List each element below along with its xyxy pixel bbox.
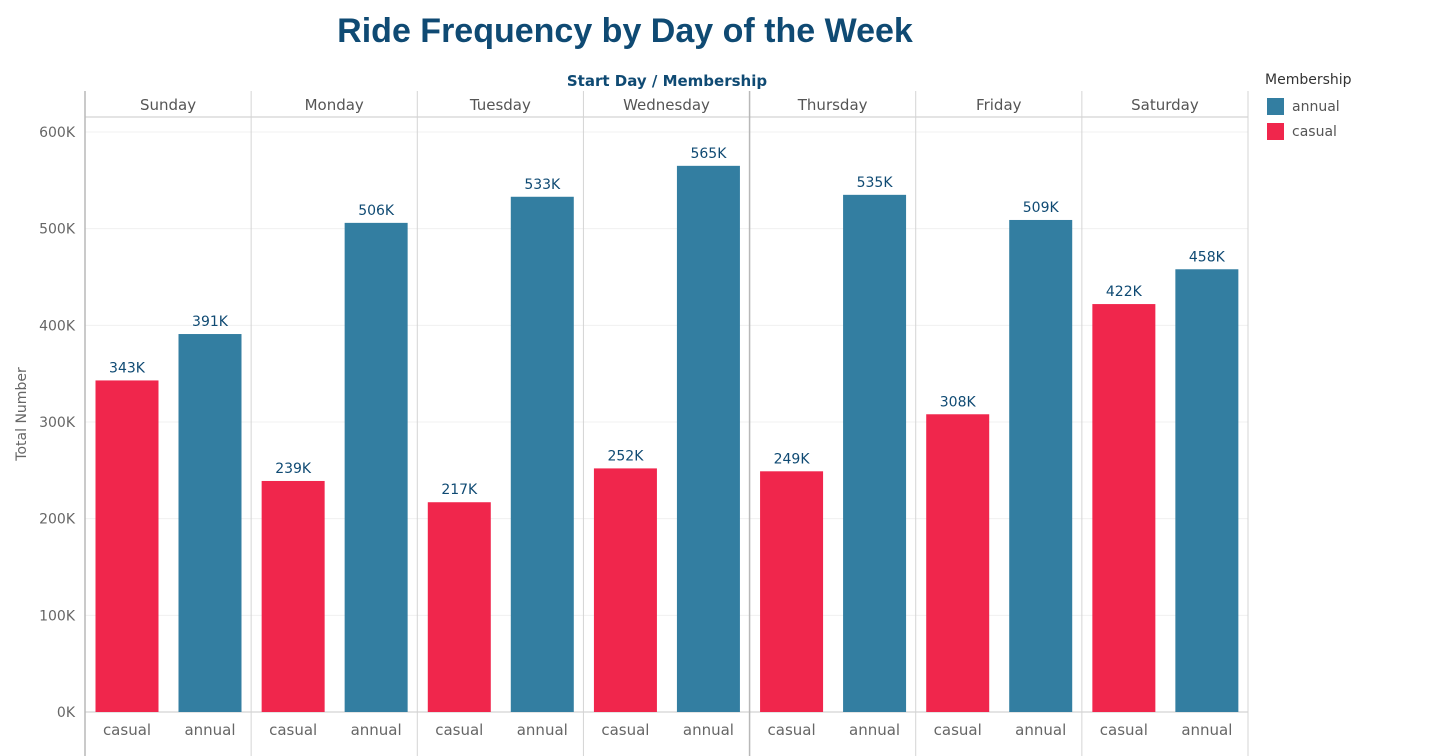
x-tick-label: casual bbox=[601, 721, 649, 739]
data-label: 343K bbox=[109, 360, 146, 376]
bar-casual bbox=[593, 468, 657, 712]
y-tick-label: 100K bbox=[39, 608, 76, 624]
x-tick-label: annual bbox=[1181, 721, 1232, 739]
legend-item-casual[interactable]: casual bbox=[1265, 119, 1352, 144]
bar-annual bbox=[178, 334, 242, 712]
data-label: 422K bbox=[1106, 284, 1143, 300]
day-header-label: Tuesday bbox=[469, 96, 531, 114]
day-header-label: Friday bbox=[976, 96, 1022, 114]
bar-annual bbox=[1175, 269, 1239, 712]
bar-casual bbox=[926, 414, 990, 712]
x-tick-label: annual bbox=[683, 721, 734, 739]
x-tick-label: casual bbox=[768, 721, 816, 739]
legend-label-casual: casual bbox=[1292, 123, 1337, 140]
x-tick-label: annual bbox=[1015, 721, 1066, 739]
data-label: 565K bbox=[690, 146, 727, 162]
data-label: 249K bbox=[774, 451, 811, 467]
legend-item-annual[interactable]: annual bbox=[1265, 94, 1352, 119]
data-label: 535K bbox=[857, 175, 894, 191]
legend: Membership annual casual bbox=[1265, 72, 1352, 144]
data-label: 308K bbox=[940, 394, 977, 410]
legend-label-annual: annual bbox=[1292, 98, 1340, 115]
legend-swatch-annual bbox=[1267, 98, 1284, 115]
bar-annual bbox=[676, 165, 740, 713]
y-tick-label: 500K bbox=[39, 222, 76, 238]
legend-swatch-casual bbox=[1267, 123, 1284, 140]
data-label: 217K bbox=[441, 482, 478, 498]
data-label: 509K bbox=[1023, 200, 1060, 216]
day-header-label: Wednesday bbox=[623, 96, 710, 114]
x-tick-label: casual bbox=[1100, 721, 1148, 739]
y-tick-label: 400K bbox=[39, 318, 76, 334]
day-header-label: Saturday bbox=[1131, 96, 1199, 114]
legend-title: Membership bbox=[1265, 72, 1352, 88]
bar-casual bbox=[1092, 304, 1156, 712]
data-label: 391K bbox=[192, 314, 229, 330]
y-tick-label: 0K bbox=[57, 705, 76, 721]
y-tick-label: 300K bbox=[39, 415, 76, 431]
x-tick-label: casual bbox=[103, 721, 151, 739]
bar-annual bbox=[1009, 219, 1073, 712]
y-axis-title: Total Number bbox=[14, 367, 30, 462]
day-header-label: Monday bbox=[305, 96, 364, 114]
data-label: 239K bbox=[275, 461, 312, 477]
bar-casual bbox=[95, 380, 159, 712]
header-label: Start Day / Membership bbox=[567, 72, 767, 90]
data-label: 533K bbox=[524, 177, 561, 193]
bar-casual bbox=[427, 502, 491, 712]
x-tick-label: annual bbox=[849, 721, 900, 739]
day-header-label: Sunday bbox=[140, 96, 196, 114]
data-label: 252K bbox=[607, 448, 644, 464]
bar-casual bbox=[760, 471, 824, 712]
x-tick-label: annual bbox=[517, 721, 568, 739]
y-tick-label: 600K bbox=[39, 125, 76, 141]
x-tick-label: annual bbox=[184, 721, 235, 739]
bar-annual bbox=[843, 194, 907, 713]
data-label: 458K bbox=[1189, 249, 1226, 265]
bar-annual bbox=[510, 196, 574, 712]
data-label: 506K bbox=[358, 203, 395, 219]
x-tick-label: casual bbox=[435, 721, 483, 739]
x-tick-label: casual bbox=[269, 721, 317, 739]
chart-title: Ride Frequency by Day of the Week bbox=[337, 12, 913, 50]
bar-annual bbox=[344, 222, 408, 712]
x-tick-label: casual bbox=[934, 721, 982, 739]
day-header-label: Thursday bbox=[797, 96, 868, 114]
x-tick-label: annual bbox=[351, 721, 402, 739]
y-tick-label: 200K bbox=[39, 512, 76, 528]
bar-casual bbox=[261, 480, 325, 712]
